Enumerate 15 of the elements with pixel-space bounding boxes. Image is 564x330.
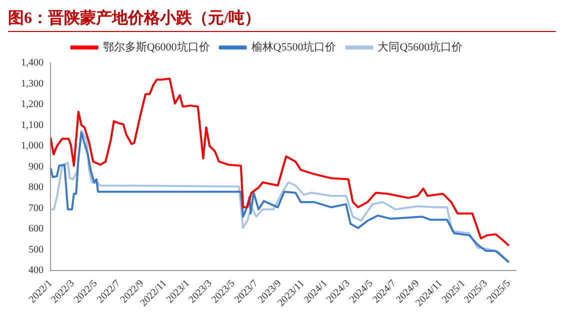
y-tick-label: 900 [28, 161, 44, 172]
y-tick-label: 800 [28, 182, 44, 194]
y-tick-label: 1,000 [21, 140, 44, 152]
y-tick-label: 1,200 [21, 99, 44, 110]
legend-label: 鄂尔多斯Q6000坑口价 [102, 40, 210, 54]
y-tick-label: 1,300 [21, 78, 44, 90]
chart-title: 图6：晋陕蒙产地价格小跌（元/吨） [8, 8, 556, 32]
y-tick-label: 1,400 [21, 58, 44, 69]
y-tick-label: 1,100 [21, 120, 44, 131]
legend-label: 大同Q5600坑口价 [378, 40, 463, 54]
y-tick-label: 500 [28, 244, 44, 256]
y-tick-label: 600 [28, 224, 44, 235]
legend-label: 榆林Q5500坑口价 [251, 40, 336, 54]
y-tick-label: 400 [28, 265, 44, 276]
y-tick-label: 700 [28, 202, 44, 214]
